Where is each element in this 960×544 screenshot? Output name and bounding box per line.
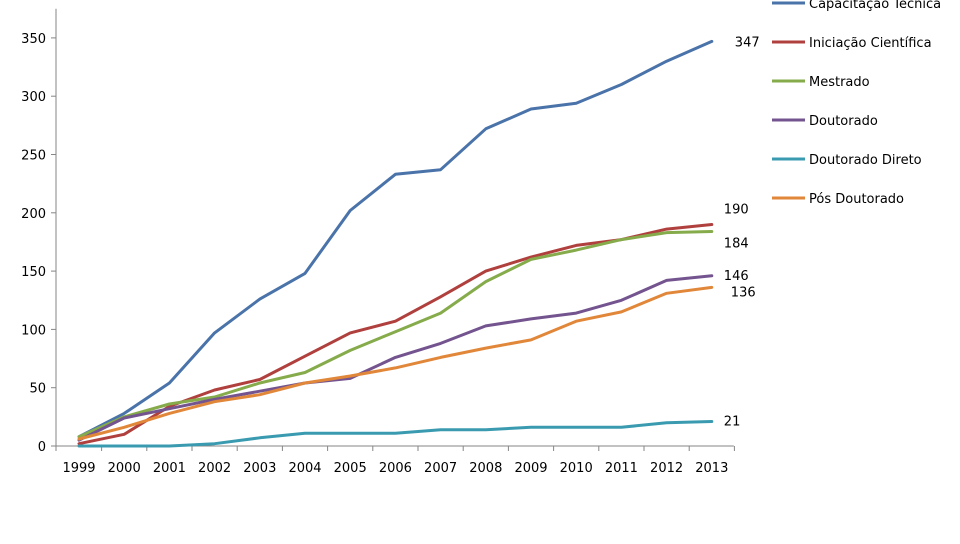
series-line-doutorado [77, 274, 714, 442]
legend-item: Capacitação Técnica [772, 0, 941, 12]
legend-label: Mestrado [809, 75, 870, 90]
axes: 0 50 100 150 200 250 300 350 1999 2000 2001 2002 200… [21, 8, 735, 476]
x-tick-label: 1999 [62, 461, 95, 476]
data-label: 136 [731, 285, 756, 300]
y-tick-label: 150 [21, 265, 46, 280]
legend-item: Mestrado [772, 75, 870, 90]
y-tick-label: 350 [21, 32, 46, 47]
legend-label: Doutorado Direto [809, 153, 922, 168]
data-label: 190 [724, 202, 749, 217]
y-tick-label: 300 [21, 90, 46, 105]
x-tick-label: 2010 [560, 461, 593, 476]
x-tick-label: 2013 [695, 461, 728, 476]
x-tick-label: 2005 [334, 461, 367, 476]
x-tick-label: 2000 [108, 461, 141, 476]
x-tick-label: 2012 [650, 461, 683, 476]
series-line-pos-doutorado [77, 285, 714, 441]
x-tick-label: 2006 [379, 461, 412, 476]
y-tick-label: 0 [38, 440, 46, 455]
series-line-capacitacao-tecnica [77, 39, 714, 439]
end-labels: 347 190 184 146 21 136 [724, 35, 760, 429]
legend-label: Iniciação Científica [809, 36, 932, 51]
legend: Capacitação Técnica Iniciação Científica M… [772, 0, 941, 207]
x-tick-label: 2011 [605, 461, 638, 476]
x-tick-label: 2001 [153, 461, 186, 476]
x-tick-label: 2008 [469, 461, 502, 476]
y-tick-label: 250 [21, 149, 46, 164]
legend-item: Pós Doutorado [772, 192, 904, 207]
series-lines [77, 39, 714, 448]
legend-item: Doutorado [772, 114, 878, 129]
legend-label: Capacitação Técnica [809, 0, 941, 12]
data-label: 347 [735, 35, 760, 50]
y-tick-label: 200 [21, 207, 46, 222]
x-tick-label: 2002 [198, 461, 231, 476]
legend-label: Doutorado [809, 114, 878, 129]
x-tick-label: 2009 [514, 461, 547, 476]
y-tick-label: 100 [21, 323, 46, 338]
legend-label: Pós Doutorado [809, 192, 904, 207]
series-line-doutorado-direto [77, 420, 714, 448]
x-tick-label: 2007 [424, 461, 457, 476]
legend-item: Doutorado Direto [772, 153, 922, 168]
data-label: 146 [724, 269, 749, 284]
legend-item: Iniciação Científica [772, 36, 932, 51]
data-label: 184 [724, 236, 749, 251]
y-tick-label: 50 [29, 382, 46, 397]
x-tick-label: 2004 [288, 461, 321, 476]
x-tick-label: 2003 [243, 461, 276, 476]
series-line-mestrado [77, 230, 714, 439]
data-label: 21 [724, 415, 741, 430]
